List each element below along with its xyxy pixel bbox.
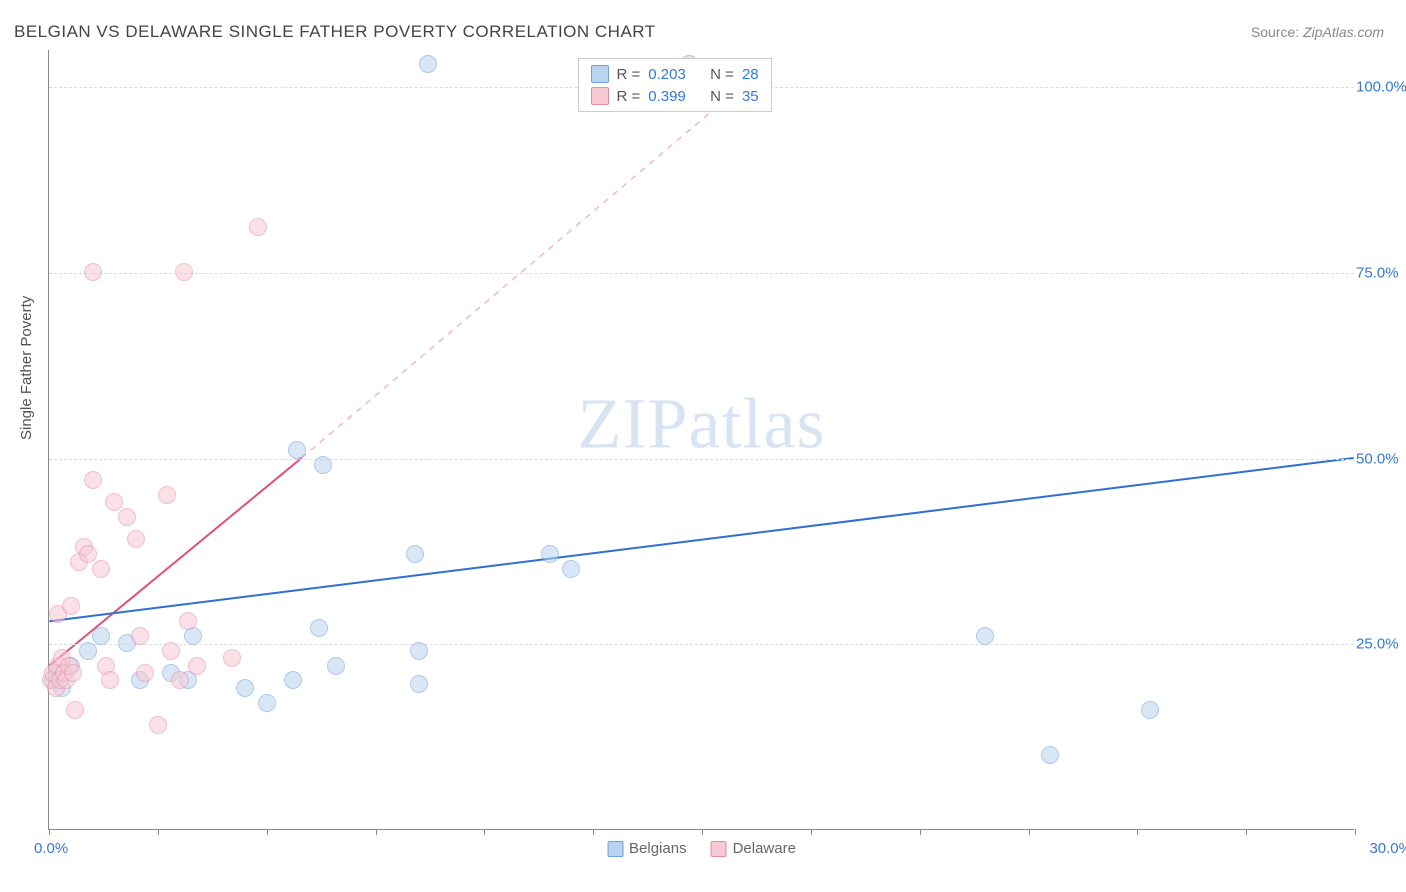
legend-n-label: N = xyxy=(710,88,734,105)
legend-n-label: N = xyxy=(710,66,734,83)
y-tick-label: 100.0% xyxy=(1356,79,1406,96)
x-tick xyxy=(1029,829,1030,835)
trend-line xyxy=(49,458,1353,621)
legend-row: R = 0.203 N = 28 xyxy=(591,63,759,85)
scatter-point xyxy=(179,612,197,630)
legend-item: Delaware xyxy=(711,840,796,857)
scatter-point xyxy=(158,486,176,504)
scatter-point xyxy=(1041,746,1059,764)
source-value: ZipAtlas.com xyxy=(1303,24,1384,40)
legend-swatch xyxy=(591,65,609,83)
watermark-atlas: atlas xyxy=(689,383,826,463)
scatter-point xyxy=(541,545,559,563)
legend-r-value: 0.203 xyxy=(648,66,686,83)
scatter-point xyxy=(310,619,328,637)
scatter-point xyxy=(127,530,145,548)
scatter-point xyxy=(66,701,84,719)
gridline-h xyxy=(49,273,1354,274)
scatter-point xyxy=(249,218,267,236)
scatter-point xyxy=(79,642,97,660)
chart-title: BELGIAN VS DELAWARE SINGLE FATHER POVERT… xyxy=(14,22,656,42)
series-legend: Belgians Delaware xyxy=(607,840,796,857)
source-label: Source: xyxy=(1251,24,1299,40)
scatter-point xyxy=(79,545,97,563)
scatter-point xyxy=(410,675,428,693)
legend-n-value: 35 xyxy=(742,88,759,105)
x-tick-label-max: 30.0% xyxy=(1369,840,1406,857)
legend-item: Belgians xyxy=(607,840,687,857)
x-tick xyxy=(49,829,50,835)
legend-r-value: 0.399 xyxy=(648,88,686,105)
scatter-point xyxy=(419,55,437,73)
gridline-h xyxy=(49,644,1354,645)
x-tick xyxy=(1355,829,1356,835)
gridline-h xyxy=(49,459,1354,460)
y-tick-label: 25.0% xyxy=(1356,636,1406,653)
legend-label: Belgians xyxy=(629,840,687,857)
legend-row: R = 0.399 N = 35 xyxy=(591,85,759,107)
scatter-point xyxy=(1141,701,1159,719)
scatter-point xyxy=(258,694,276,712)
legend-swatch xyxy=(591,87,609,105)
y-axis-label: Single Father Poverty xyxy=(18,296,35,440)
scatter-point xyxy=(175,263,193,281)
x-tick xyxy=(702,829,703,835)
scatter-point xyxy=(101,671,119,689)
x-tick xyxy=(811,829,812,835)
scatter-point xyxy=(92,560,110,578)
watermark-zip: ZIP xyxy=(578,383,689,463)
x-tick xyxy=(920,829,921,835)
x-tick xyxy=(593,829,594,835)
scatter-point xyxy=(288,441,306,459)
scatter-point xyxy=(64,664,82,682)
plot-area: ZIPatlas 25.0%50.0%75.0%100.0%0.0%30.0%R… xyxy=(48,50,1354,830)
scatter-point xyxy=(562,560,580,578)
legend-swatch xyxy=(711,841,727,857)
x-tick xyxy=(267,829,268,835)
scatter-point xyxy=(223,649,241,667)
scatter-point xyxy=(976,627,994,645)
source-attribution: Source: ZipAtlas.com xyxy=(1251,24,1384,40)
legend-r-label: R = xyxy=(617,66,641,83)
scatter-point xyxy=(171,671,189,689)
scatter-point xyxy=(410,642,428,660)
legend-n-value: 28 xyxy=(742,66,759,83)
scatter-point xyxy=(136,664,154,682)
x-tick-label-min: 0.0% xyxy=(34,840,68,857)
x-tick xyxy=(1246,829,1247,835)
watermark: ZIPatlas xyxy=(578,382,826,465)
scatter-point xyxy=(118,508,136,526)
scatter-point xyxy=(149,716,167,734)
legend-swatch xyxy=(607,841,623,857)
scatter-point xyxy=(92,627,110,645)
legend-r-label: R = xyxy=(617,88,641,105)
scatter-point xyxy=(188,657,206,675)
legend-label: Delaware xyxy=(733,840,796,857)
scatter-point xyxy=(162,642,180,660)
scatter-point xyxy=(84,471,102,489)
scatter-point xyxy=(236,679,254,697)
scatter-point xyxy=(327,657,345,675)
scatter-point xyxy=(105,493,123,511)
x-tick xyxy=(484,829,485,835)
scatter-point xyxy=(314,456,332,474)
x-tick xyxy=(376,829,377,835)
scatter-point xyxy=(131,627,149,645)
y-tick-label: 50.0% xyxy=(1356,450,1406,467)
x-tick xyxy=(1137,829,1138,835)
y-tick-label: 75.0% xyxy=(1356,264,1406,281)
scatter-point xyxy=(406,545,424,563)
chart-container: BELGIAN VS DELAWARE SINGLE FATHER POVERT… xyxy=(0,0,1406,892)
scatter-point xyxy=(284,671,302,689)
x-tick xyxy=(158,829,159,835)
trend-line xyxy=(302,65,767,458)
scatter-point xyxy=(84,263,102,281)
correlation-legend-box: R = 0.203 N = 28 R = 0.399 N = 35 xyxy=(578,58,772,112)
scatter-point xyxy=(62,597,80,615)
